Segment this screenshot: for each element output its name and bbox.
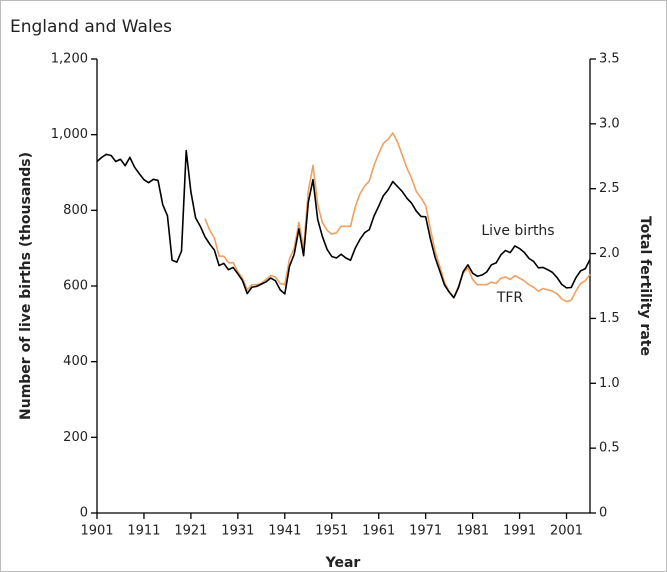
x-tick-label: 1991 (503, 524, 536, 539)
y2-tick-label: 2.0 (599, 246, 620, 261)
x-tick-label: 1971 (409, 524, 442, 539)
x-tick-label: 1931 (221, 524, 254, 539)
y-tick-label: 800 (63, 203, 88, 218)
series-annotation: TFR (496, 290, 524, 306)
series-annotation: Live births (481, 223, 554, 239)
y2-tick-label: 3.5 (599, 52, 620, 67)
y2-tick-label: 2.5 (599, 181, 620, 196)
x-tick-label: 2001 (550, 524, 583, 539)
series-line (204, 132, 591, 303)
x-tick-label: 1961 (362, 524, 395, 539)
y2-axis-label: Total fertility rate (637, 216, 653, 356)
y-tick-label: 600 (63, 279, 88, 294)
series-line (96, 149, 591, 299)
y-axis-label: Number of live births (thousands) (18, 152, 34, 420)
y2-tick-label: 0.5 (599, 441, 620, 456)
x-tick-label: 1981 (456, 524, 489, 539)
x-axis-label: Year (325, 555, 361, 571)
x-tick-label: 1941 (268, 524, 301, 539)
y-tick-label: 400 (63, 354, 88, 369)
y2-tick-label: 1.0 (599, 376, 620, 391)
y-tick-label: 0 (80, 506, 88, 521)
y2-tick-label: 0 (599, 506, 607, 521)
x-tick-label: 1911 (127, 524, 160, 539)
x-tick-label: 1921 (174, 524, 207, 539)
y-tick-label: 1,000 (51, 127, 88, 142)
chart-title: England and Wales (10, 17, 172, 37)
x-tick-label: 1901 (80, 524, 113, 539)
y-tick-label: 1,200 (51, 52, 88, 67)
x-tick-label: 1951 (315, 524, 348, 539)
y-tick-label: 200 (63, 430, 88, 445)
y2-tick-label: 3.0 (599, 116, 620, 131)
y2-tick-label: 1.5 (599, 311, 620, 326)
